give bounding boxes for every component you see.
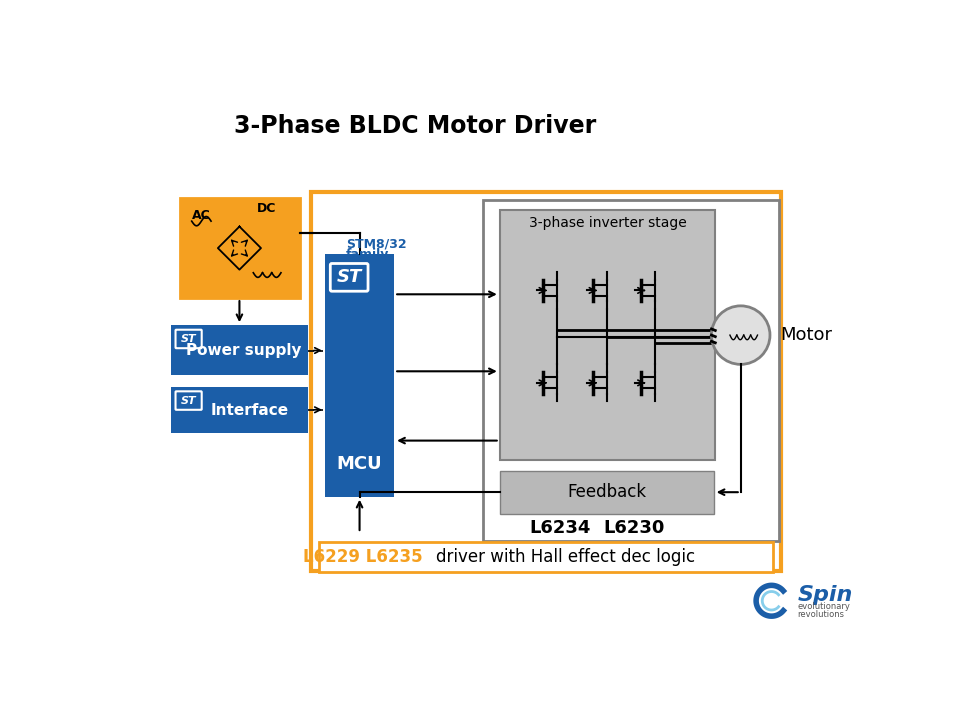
Bar	[171, 325, 308, 375]
Text: L6230: L6230	[603, 518, 664, 536]
FancyBboxPatch shape	[176, 391, 202, 410]
Text: L6234: L6234	[529, 518, 590, 536]
Text: evolutionary: evolutionary	[798, 603, 851, 611]
Text: power: power	[767, 600, 788, 606]
Text: AC: AC	[192, 210, 210, 222]
Text: MCU: MCU	[337, 455, 382, 473]
Text: driver with Hall effect dec logic: driver with Hall effect dec logic	[436, 548, 695, 566]
Bar	[500, 472, 713, 514]
Text: revolutions: revolutions	[798, 610, 845, 619]
Text: DC: DC	[257, 202, 276, 215]
Bar	[319, 542, 773, 572]
Bar	[180, 198, 300, 298]
Text: Spin: Spin	[798, 585, 853, 605]
Text: ST: ST	[180, 334, 197, 344]
Text: Feedback: Feedback	[567, 483, 646, 501]
Text: 3-Phase BLDC Motor Driver: 3-Phase BLDC Motor Driver	[234, 114, 596, 138]
Text: STM8/32: STM8/32	[346, 238, 406, 251]
Bar	[483, 200, 780, 541]
Text: ST: ST	[180, 395, 197, 405]
Text: family: family	[346, 248, 389, 261]
Bar	[324, 254, 395, 497]
Bar	[311, 192, 780, 571]
Circle shape	[711, 306, 770, 364]
Bar	[500, 210, 715, 460]
Bar	[171, 387, 308, 433]
FancyBboxPatch shape	[176, 330, 202, 348]
Text: L6229 L6235: L6229 L6235	[302, 548, 422, 566]
Text: Power supply: Power supply	[186, 343, 301, 358]
Text: Interface: Interface	[210, 403, 289, 418]
Text: Motor: Motor	[780, 326, 832, 344]
FancyBboxPatch shape	[330, 264, 368, 291]
Text: 3-phase inverter stage: 3-phase inverter stage	[529, 217, 686, 230]
Text: ST: ST	[337, 269, 362, 287]
